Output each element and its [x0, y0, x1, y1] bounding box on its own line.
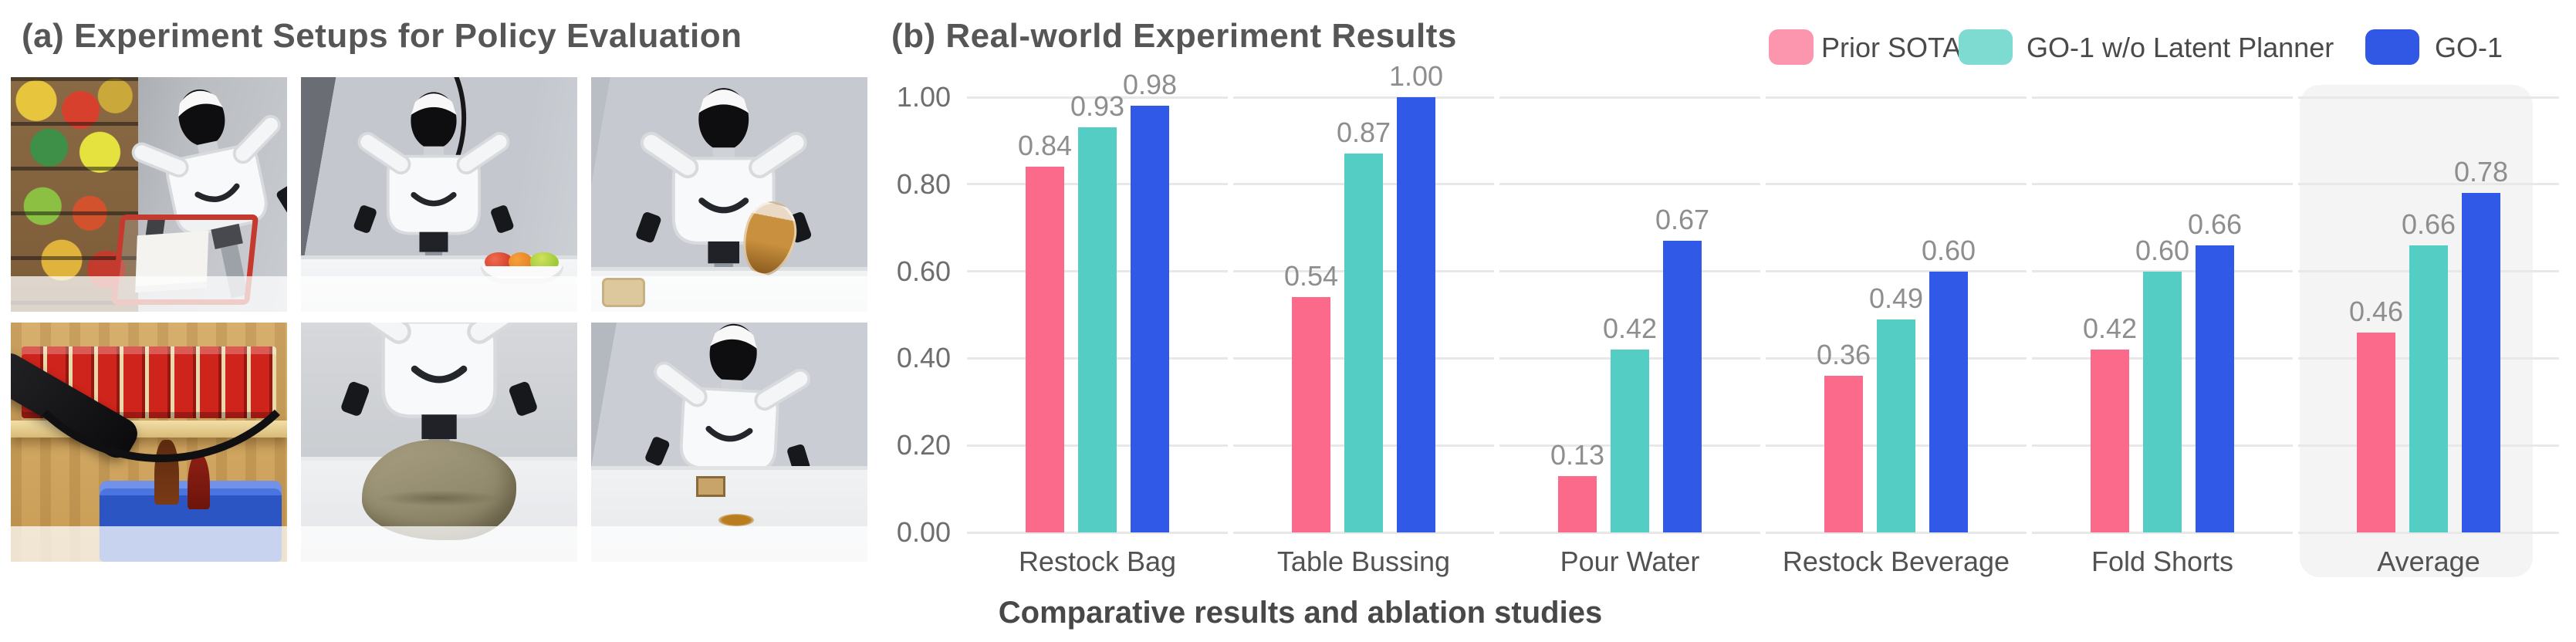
- photo-label: [301, 526, 577, 562]
- bar-table-bussing-go-1-w-o-latent-planner: [1344, 154, 1383, 532]
- bar-fold-shorts-go-1-w-o-latent-planner: [2143, 271, 2182, 532]
- legend-swatch: [1959, 29, 2013, 65]
- bar-value-label: 0.42: [1602, 313, 1658, 345]
- bar-fold-shorts-prior-sota: [2091, 350, 2129, 532]
- y-axis-tick: 0.40: [896, 342, 951, 374]
- bar-restock-bag-go-1: [1131, 106, 1169, 532]
- photo-label: [591, 526, 867, 562]
- robot-figure: [636, 88, 812, 312]
- experiment-photo-wipe-table: [591, 323, 867, 562]
- bar-table-bussing-go-1: [1397, 97, 1435, 532]
- bar-table-bussing-prior-sota: [1292, 297, 1330, 532]
- bar-value-label: 0.84: [1017, 130, 1073, 162]
- gridline: [1766, 270, 2027, 273]
- legend-swatch: [2365, 29, 2419, 65]
- robot-figure: [131, 90, 287, 299]
- bar-value-label: 0.46: [2348, 295, 2404, 327]
- gridline: [2032, 96, 2293, 99]
- gridline: [2298, 531, 2559, 534]
- bar-value-label: 0.66: [2401, 208, 2456, 240]
- bar-average-prior-sota: [2357, 332, 2395, 532]
- gridline: [1766, 183, 2027, 186]
- bar-value-label: 0.36: [1816, 338, 1871, 370]
- legend-label: Prior SOTA: [1821, 32, 1962, 63]
- y-axis-tick: 1.00: [896, 81, 951, 113]
- legend-label: GO-1 w/o Latent Planner: [2027, 32, 2334, 63]
- robot-figure: [353, 92, 514, 304]
- left-panel-title: (a) Experiment Setups for Policy Evaluat…: [22, 17, 742, 55]
- experiment-photo-restock-bag: [11, 77, 287, 312]
- gridline: [1499, 96, 1760, 99]
- bar-value-label: 0.98: [1122, 69, 1178, 101]
- bottle: [188, 454, 210, 509]
- experiment-photo-restock-beverage: [11, 323, 287, 562]
- bar-pour-water-go-1: [1663, 241, 1702, 532]
- wipe-sponge: [696, 475, 726, 498]
- bar-value-label: 0.60: [1921, 234, 1976, 266]
- bar-value-label: 0.42: [2082, 313, 2138, 345]
- bar-restock-bag-prior-sota: [1026, 167, 1064, 532]
- category-label: Table Bussing: [1276, 546, 1451, 577]
- shorts-pile: [361, 439, 517, 541]
- photo-label: [11, 526, 287, 562]
- chart-title: (b) Real-world Experiment Results: [891, 17, 1457, 55]
- gridline: [1766, 531, 2027, 534]
- bar-value-label: 0.49: [1868, 282, 1924, 314]
- cable: [11, 323, 287, 463]
- bar-value-label: 0.93: [1070, 90, 1125, 123]
- category-label: Average: [2377, 546, 2480, 577]
- bar-pour-water-prior-sota: [1558, 475, 1597, 532]
- bar-restock-beverage-prior-sota: [1824, 375, 1863, 532]
- gridline: [967, 96, 1228, 99]
- bar-average-go-1: [2462, 193, 2500, 532]
- bar-fold-shorts-go-1: [2196, 245, 2234, 532]
- snack-shelf: [11, 77, 138, 312]
- spill-stain: [718, 514, 755, 526]
- gridline: [1499, 531, 1760, 534]
- y-axis-tick: 0.80: [896, 167, 951, 200]
- gridline: [1233, 531, 1494, 534]
- category-label: Restock Beverage: [1782, 546, 2010, 577]
- y-axis-tick: 0.00: [896, 516, 951, 548]
- coaster-logo: [602, 278, 645, 307]
- bar-value-label: 1.00: [1388, 60, 1444, 92]
- photo-label: [11, 276, 287, 312]
- experiment-photo-pour-water: [591, 77, 867, 312]
- bar-restock-beverage-go-1: [1929, 271, 1968, 532]
- y-axis-tick: 0.20: [896, 429, 951, 461]
- experiment-photo-table-bussing: [301, 77, 577, 312]
- bar-value-label: 0.66: [2187, 208, 2243, 240]
- chart-caption: Comparative results and ablation studies: [998, 596, 1603, 630]
- gridline: [2032, 183, 2293, 186]
- photo-label: [591, 276, 867, 312]
- experiment-photo-fold-shorts: [301, 323, 577, 562]
- category-label: Fold Shorts: [2091, 546, 2234, 577]
- bar-value-label: 0.13: [1550, 438, 1605, 471]
- gridline: [2298, 183, 2559, 186]
- legend-label: GO-1: [2435, 32, 2503, 63]
- bar-restock-bag-go-1-w-o-latent-planner: [1078, 127, 1117, 532]
- gridline: [2032, 531, 2293, 534]
- bar-value-label: 0.54: [1283, 260, 1339, 292]
- gridline: [1499, 183, 1760, 186]
- bar-value-label: 0.67: [1655, 204, 1710, 236]
- legend-swatch: [1769, 29, 1814, 65]
- gridline: [1499, 270, 1760, 273]
- bar-value-label: 0.60: [2135, 234, 2190, 266]
- bar-pour-water-go-1-w-o-latent-planner: [1611, 350, 1649, 532]
- category-label: Pour Water: [1560, 546, 1700, 577]
- category-label: Restock Bag: [1018, 546, 1177, 577]
- y-axis-tick: 0.60: [896, 255, 951, 287]
- photo-label: [301, 276, 577, 312]
- gridline: [967, 531, 1228, 534]
- bar-restock-beverage-go-1-w-o-latent-planner: [1877, 319, 1915, 532]
- gridline: [1766, 96, 2027, 99]
- gridline: [2298, 96, 2559, 99]
- bar-average-go-1-w-o-latent-planner: [2409, 245, 2448, 532]
- gridline: [1233, 96, 1494, 99]
- bar-value-label: 0.78: [2453, 156, 2509, 188]
- bar-value-label: 0.87: [1336, 117, 1391, 149]
